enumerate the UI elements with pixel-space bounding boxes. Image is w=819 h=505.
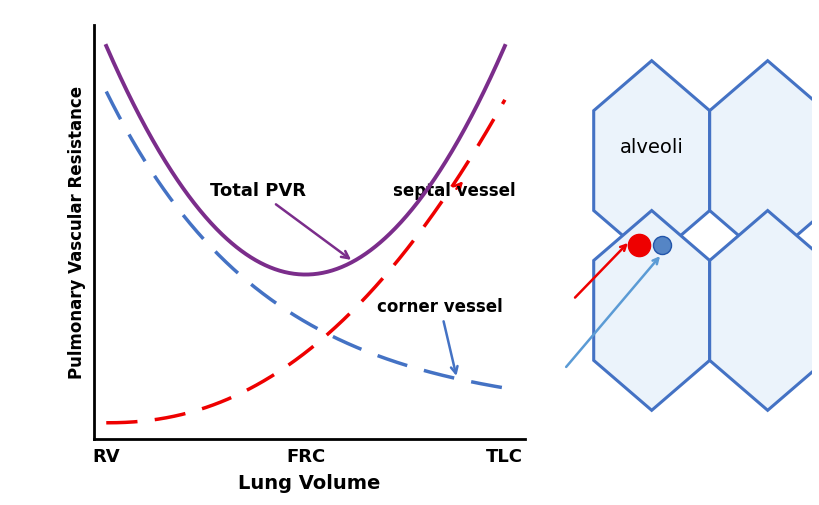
Text: septal vessel: septal vessel	[393, 182, 515, 200]
Y-axis label: Pulmonary Vascular Resistance: Pulmonary Vascular Resistance	[68, 86, 86, 379]
Polygon shape	[593, 211, 708, 410]
Text: Total PVR: Total PVR	[210, 182, 349, 258]
X-axis label: Lung Volume: Lung Volume	[238, 474, 380, 493]
Text: alveoli: alveoli	[619, 138, 683, 157]
Text: corner vessel: corner vessel	[377, 298, 502, 373]
Polygon shape	[708, 211, 819, 410]
Polygon shape	[708, 61, 819, 261]
Polygon shape	[593, 61, 708, 261]
